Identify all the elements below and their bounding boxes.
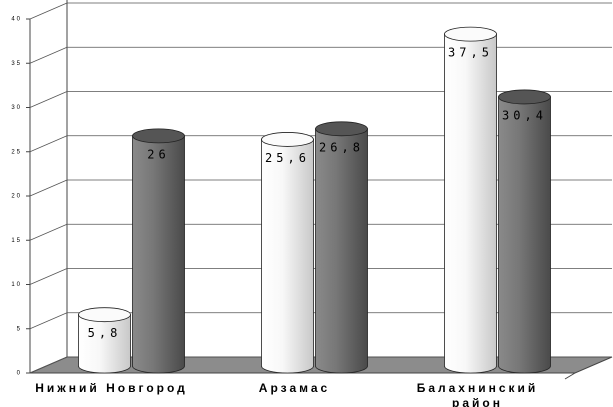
y-tick-label: 10	[11, 282, 22, 288]
cylinder: 5,8	[78, 307, 131, 374]
cylinder-top	[261, 132, 314, 147]
cylinder-top	[132, 128, 185, 144]
grid-line-side	[29, 2, 68, 20]
y-tick-label: 0	[17, 371, 22, 377]
grid-line-side	[29, 179, 68, 197]
y-tick-label: 20	[11, 194, 22, 200]
cylinder: 30,4	[498, 89, 551, 374]
x-tick-label: Нижний Новгород	[35, 381, 188, 395]
value-label: 37,5	[448, 46, 493, 60]
cylinder-body	[261, 139, 314, 374]
grid-line-side	[29, 46, 68, 64]
y-tick-label: 5	[17, 326, 22, 332]
y-tick-label: 30	[11, 105, 22, 111]
grid-line-side	[29, 135, 68, 153]
grid-line-side	[29, 312, 68, 330]
cylinder-body	[78, 314, 131, 374]
value-label: 25,6	[265, 151, 310, 165]
cylinder: 26,8	[315, 121, 368, 374]
x-tick-label: Арзамас	[258, 381, 331, 395]
cylinder-body	[315, 128, 368, 374]
value-label: 26	[147, 147, 169, 161]
value-label: 26,8	[319, 140, 364, 154]
cylinder-body	[132, 135, 185, 374]
cylinder: 25,6	[261, 132, 314, 374]
cylinder-body	[444, 33, 497, 374]
cylinder-body	[498, 96, 551, 374]
grid-line-side	[29, 223, 68, 241]
cylinder-top	[444, 26, 497, 42]
y-tick-label: 40	[11, 17, 22, 23]
y-tick-label: 35	[11, 61, 22, 67]
grid-line-side	[29, 268, 68, 285]
x-tick-label: Балахнинский район	[416, 381, 539, 407]
floor-edge	[564, 372, 576, 380]
cylinder: 26	[132, 128, 185, 374]
cylinder: 37,5	[444, 26, 497, 374]
cylinder-top	[78, 307, 131, 323]
y-tick-label: 15	[11, 238, 22, 244]
cylinder-top	[315, 121, 368, 137]
cylinder-top	[498, 89, 551, 105]
value-label: 5,8	[88, 326, 122, 340]
value-label: 30,4	[502, 108, 547, 122]
grid-line-side	[29, 356, 68, 374]
grid-line-side	[29, 91, 68, 108]
y-tick-label: 25	[11, 149, 22, 155]
